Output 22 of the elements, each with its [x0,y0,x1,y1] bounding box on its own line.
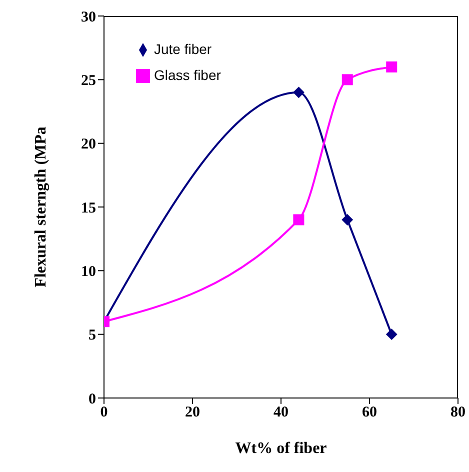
y-tick-label: 10 [81,264,96,280]
x-axis-title: Wt% of fiber [235,440,327,457]
legend-label: Glass fiber [154,67,221,83]
point [342,214,353,226]
point [293,214,304,226]
y-tick-label: 15 [81,200,96,216]
legend-label: Jute fiber [154,41,212,57]
y-tick-label: 25 [81,72,96,89]
y-axis-title: Flexural sterngth (MPa [32,126,50,288]
y-tick-label: 0 [88,391,96,408]
y-tick-label: 5 [88,328,96,344]
x-tick-label: 60 [362,404,377,421]
x-tick-label: 40 [274,404,288,421]
x-tick-label: 80 [450,404,466,421]
point [342,74,353,86]
y-tick-label: 30 [81,9,96,26]
point [293,86,304,98]
x-tick-label: 0 [100,404,108,421]
y-tick-label: 20 [81,136,96,153]
point [386,61,398,72]
point [386,328,398,340]
x-tick-label: 20 [185,404,200,421]
